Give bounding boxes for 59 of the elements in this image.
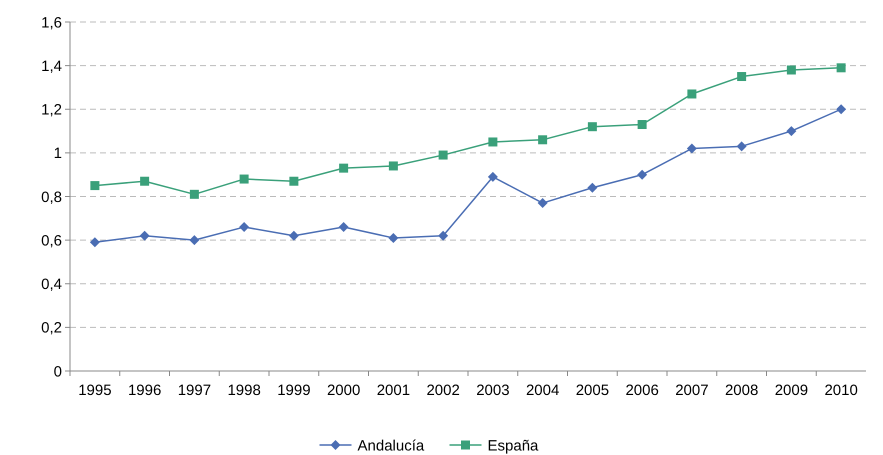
point — [588, 122, 597, 132]
point — [288, 230, 299, 241]
x-tick-label: 1995 — [78, 382, 112, 399]
point — [189, 235, 200, 246]
point — [538, 135, 548, 144]
y-tick-label: 0,6 — [41, 232, 62, 250]
y-tick-label: 1,4 — [41, 58, 62, 75]
x-tick-label: 2007 — [675, 382, 709, 399]
x-tick-label: 2008 — [724, 382, 758, 399]
point — [90, 237, 100, 248]
x-tick-label: 2000 — [326, 382, 360, 399]
x-tick-label: 1996 — [128, 382, 162, 399]
point — [538, 198, 548, 208]
x-tick-label: 2009 — [774, 382, 808, 399]
point — [686, 144, 697, 154]
x-tick-label: 2001 — [376, 382, 410, 399]
y-tick-label: 1 — [54, 145, 62, 162]
point — [140, 176, 150, 186]
point — [190, 190, 199, 199]
point — [90, 181, 100, 190]
point — [836, 63, 846, 72]
point — [587, 182, 598, 193]
x-tick-label: 2004 — [526, 382, 560, 399]
x-tick-label: 2010 — [824, 382, 858, 399]
point — [388, 161, 398, 170]
x-tick-label: 2003 — [476, 382, 510, 399]
point — [687, 89, 696, 98]
y-tick-label: 1,6 — [41, 14, 62, 32]
legend-label: España — [488, 437, 540, 454]
point — [438, 150, 448, 160]
point — [737, 72, 746, 82]
y-tick-label: 0 — [54, 363, 62, 380]
x-tick-label: 1997 — [178, 382, 212, 399]
point — [289, 176, 298, 186]
point — [438, 230, 448, 241]
y-tick-label: 0,2 — [41, 320, 62, 337]
legend-label: Andalucía — [358, 437, 425, 454]
point — [637, 170, 648, 180]
point — [488, 137, 498, 146]
point — [638, 120, 647, 130]
point — [338, 222, 349, 232]
x-tick-label: 2005 — [576, 382, 610, 399]
x-tick-label: 2002 — [426, 382, 460, 399]
y-tick-label: 1,2 — [41, 102, 62, 118]
point — [339, 164, 348, 173]
point — [736, 141, 747, 152]
point — [239, 222, 250, 232]
y-tick-label: 0,8 — [41, 188, 62, 206]
point — [786, 126, 796, 136]
point — [836, 104, 846, 114]
y-tick-label: 0,4 — [41, 276, 62, 293]
point — [140, 230, 150, 241]
x-tick-label: 2006 — [625, 382, 659, 399]
point — [388, 232, 398, 243]
point — [240, 174, 249, 184]
point — [488, 172, 498, 182]
point — [786, 65, 796, 74]
x-tick-label: 1999 — [277, 382, 311, 399]
x-tick-label: 1998 — [227, 382, 261, 399]
